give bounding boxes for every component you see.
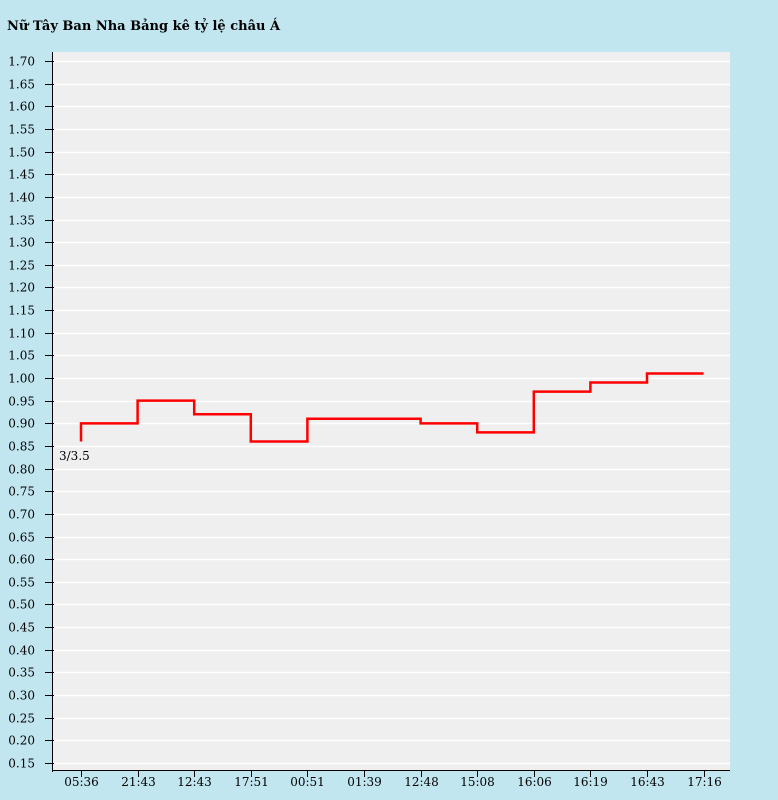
y-tick-label: 1.05: [8, 349, 35, 363]
y-tick-label: 1.45: [8, 168, 35, 182]
x-tick-label: 01:39: [347, 775, 382, 789]
grid-lines: [52, 60, 730, 765]
x-tick-label: 17:16: [687, 775, 722, 789]
y-tick-label: 0.65: [8, 531, 35, 545]
y-tick-label: 1.35: [8, 214, 35, 228]
y-tick-label: 0.60: [8, 553, 35, 567]
x-tick-label: 12:48: [404, 775, 439, 789]
y-axis-ticks: 1.70 1.65 1.60 1.55 1.50 1.45 1.40 1.35 1.30 1.25…: [8, 55, 54, 771]
y-tick-label: 0.50: [8, 598, 35, 612]
y-tick-label: 0.55: [8, 576, 35, 590]
y-tick-label: 1.10: [8, 327, 35, 341]
y-tick-label: 0.75: [8, 485, 35, 499]
y-tick-label: 1.30: [8, 236, 35, 250]
series-group: [79, 372, 704, 443]
x-tick-label: 05:36: [64, 775, 99, 789]
y-tick-label: 0.15: [8, 757, 35, 771]
x-tick-label: 16:19: [573, 775, 608, 789]
x-tick-label: 00:51: [290, 775, 325, 789]
y-tick-label: 0.70: [8, 508, 35, 522]
y-tick-label: 0.95: [8, 395, 35, 409]
x-tick-label: 21:43: [121, 775, 156, 789]
x-tick-label: 16:43: [630, 775, 665, 789]
chart-title: Nữ Tây Ban Nha Bảng kê tỷ lệ châu Á: [7, 19, 281, 34]
annotations: 3/3.5: [59, 449, 90, 463]
y-tick-label: 1.55: [8, 123, 35, 137]
x-tick-label: 15:08: [460, 775, 495, 789]
y-tick-label: 0.25: [8, 712, 35, 726]
y-tick-label: 1.00: [8, 372, 35, 386]
y-tick-label: 1.25: [8, 259, 35, 273]
x-tick-label: 17:51: [234, 775, 269, 789]
start-point-label: 3/3.5: [59, 449, 90, 463]
y-tick-label: 0.30: [8, 689, 35, 703]
y-tick-label: 1.15: [8, 304, 35, 318]
x-tick-label: 12:43: [177, 775, 212, 789]
y-tick-label: 0.35: [8, 666, 35, 680]
y-tick-label: 1.60: [8, 100, 35, 114]
y-tick-label: 0.45: [8, 621, 35, 635]
x-tick-label: 16:06: [517, 775, 552, 789]
y-tick-label: 1.20: [8, 281, 35, 295]
series-line: [79, 372, 704, 443]
y-tick-label: 1.65: [8, 78, 35, 92]
y-tick-label: 0.85: [8, 440, 35, 454]
y-tick-label: 1.40: [8, 191, 35, 205]
y-tick-label: 0.20: [8, 734, 35, 748]
axes: [52, 52, 730, 772]
x-axis-ticks: 05:36 21:43 12:43 17:51 00:51 01:39 12:48 15:08…: [64, 770, 722, 789]
y-tick-label: 1.50: [8, 146, 35, 160]
plot-background: [52, 52, 730, 770]
y-tick-label: 0.40: [8, 644, 35, 658]
y-tick-label: 0.80: [8, 463, 35, 477]
y-tick-label: 0.90: [8, 417, 35, 431]
y-tick-label: 1.70: [8, 55, 35, 69]
